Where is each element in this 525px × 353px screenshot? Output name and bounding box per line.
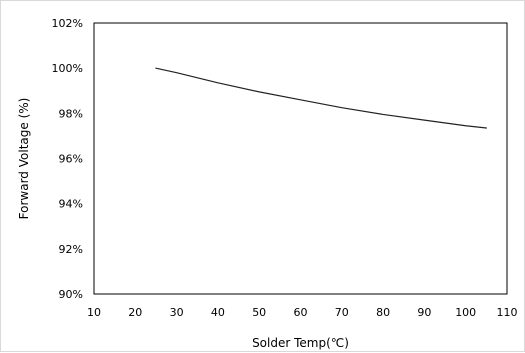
y-tick-label: 100% — [52, 62, 83, 75]
y-tick-label: 102% — [52, 17, 83, 30]
x-tick-label: 100 — [455, 306, 476, 319]
x-tick-label: 70 — [335, 306, 349, 319]
y-tick-label: 94% — [59, 198, 83, 211]
x-tick-label: 50 — [252, 306, 266, 319]
y-tick-label: 92% — [59, 243, 83, 256]
y-tick-label: 98% — [59, 107, 83, 120]
y-tick-label: 90% — [59, 288, 83, 301]
x-tick-label: 30 — [170, 306, 184, 319]
x-tick-label: 80 — [376, 306, 390, 319]
x-axis-label: Solder Temp(℃) — [252, 336, 349, 350]
plot-area — [93, 22, 508, 295]
x-tick-label: 20 — [128, 306, 142, 319]
x-tick-label: 10 — [87, 306, 101, 319]
y-axis-ticks: 90% 92% 94% 96% 98% 100% 102% — [52, 17, 83, 301]
y-tick-label: 96% — [59, 153, 83, 166]
x-axis-ticks: 10 20 30 40 50 60 70 80 90 100 110 — [87, 306, 518, 319]
series-line-1 — [155, 67, 487, 129]
axes — [93, 22, 508, 295]
x-tick-label: 110 — [497, 306, 518, 319]
y-axis-label: Forward Voltage (%) — [17, 98, 31, 220]
series-layer — [155, 67, 487, 129]
x-tick-label: 40 — [211, 306, 225, 319]
x-tick-label: 90 — [417, 306, 431, 319]
x-tick-label: 60 — [294, 306, 308, 319]
